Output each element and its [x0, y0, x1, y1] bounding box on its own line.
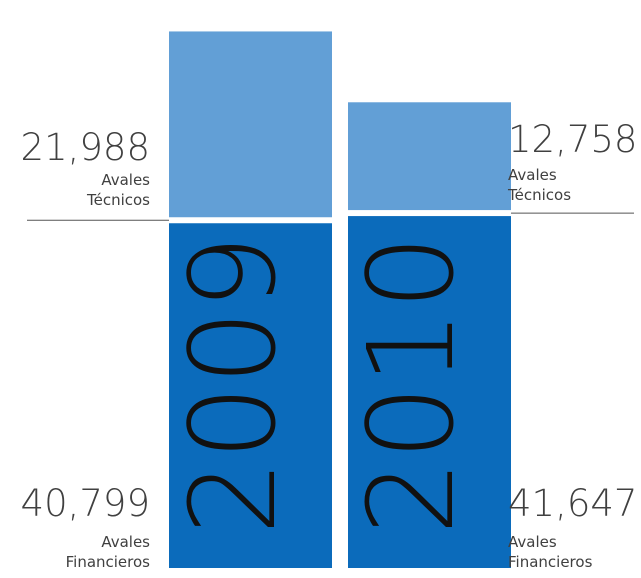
series-label-2009-tecnicos-line1: Avales	[101, 171, 150, 189]
series-label-2010-tecnicos-line2: Técnicos	[507, 186, 571, 204]
bar-2009-tecnicos	[169, 31, 332, 218]
divider-lines	[27, 212, 634, 221]
value-label-2010-financieros: 41,647	[508, 482, 637, 525]
bars-layer	[169, 31, 511, 568]
bar-2009-financieros	[169, 223, 332, 568]
category-label-2009: 2009	[164, 235, 302, 535]
series-label-2009-financieros-line1: Avales	[101, 533, 150, 551]
series-label-2010-tecnicos-line1: Avales	[508, 166, 557, 184]
bar-2010-tecnicos	[348, 102, 511, 211]
series-label-2010-financieros-line2: Financieros	[508, 553, 593, 571]
series-label-2009-financieros-line2: Financieros	[66, 553, 151, 571]
value-label-2010-tecnicos: 12,758	[508, 118, 637, 161]
value-label-2009-financieros: 40,799	[21, 482, 150, 525]
series-label-2010-financieros-line1: Avales	[508, 533, 557, 551]
bar-2010-financieros	[348, 216, 511, 568]
series-label-2009-tecnicos-line2: Técnicos	[86, 191, 150, 209]
value-label-2009-tecnicos: 21,988	[21, 126, 150, 169]
category-label-2010: 2010	[342, 235, 480, 535]
